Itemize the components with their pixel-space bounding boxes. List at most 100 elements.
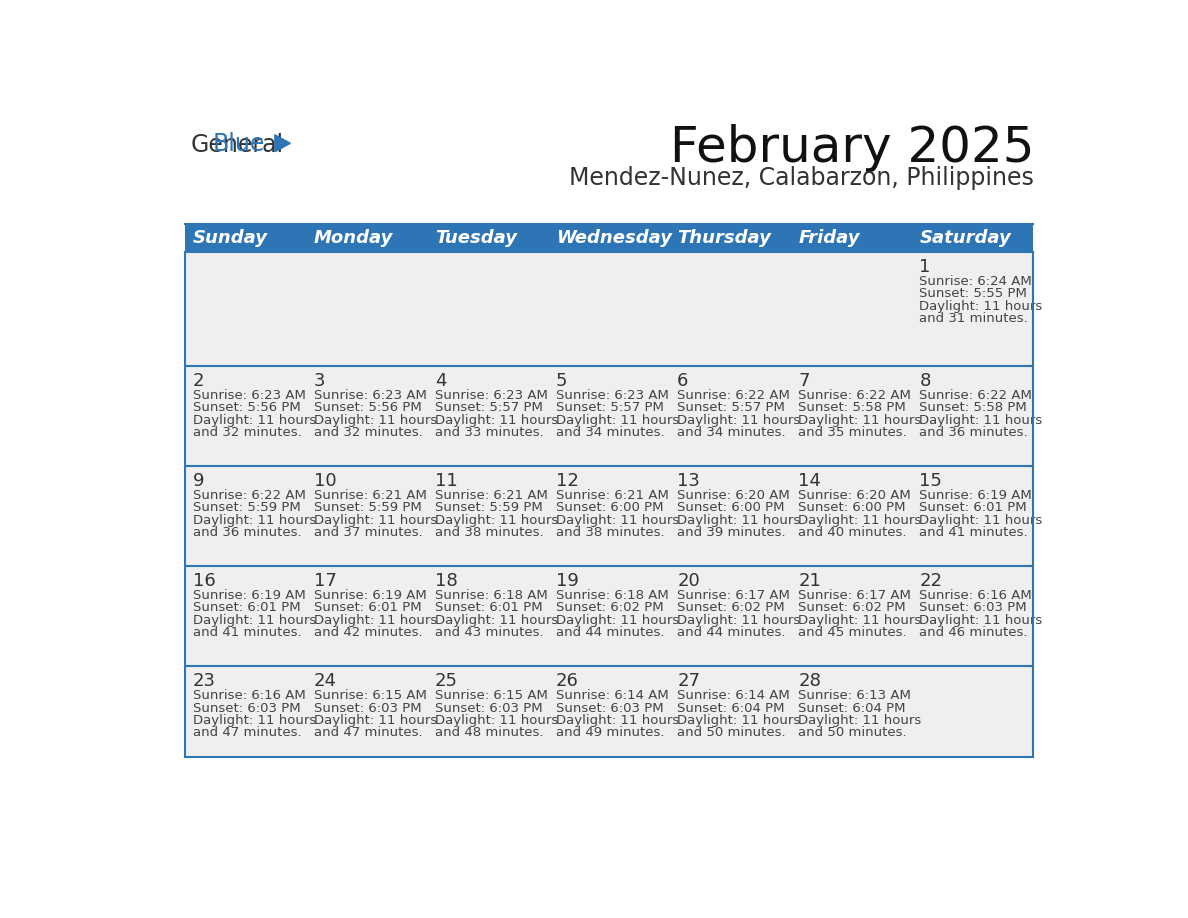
Text: Sunrise: 6:19 AM: Sunrise: 6:19 AM xyxy=(314,589,426,602)
Bar xyxy=(428,466,549,566)
Bar xyxy=(669,365,790,466)
Bar xyxy=(185,666,307,757)
Text: and 41 minutes.: and 41 minutes. xyxy=(192,626,302,639)
Text: 6: 6 xyxy=(677,372,689,390)
Text: Sunset: 6:03 PM: Sunset: 6:03 PM xyxy=(435,701,543,714)
Text: Daylight: 11 hours: Daylight: 11 hours xyxy=(798,413,922,427)
Text: Sunrise: 6:16 AM: Sunrise: 6:16 AM xyxy=(920,589,1032,602)
Bar xyxy=(790,466,911,566)
Text: and 32 minutes.: and 32 minutes. xyxy=(192,426,302,439)
Text: Sunset: 5:57 PM: Sunset: 5:57 PM xyxy=(435,401,543,414)
Bar xyxy=(669,666,790,757)
Text: and 35 minutes.: and 35 minutes. xyxy=(798,426,906,439)
Text: Sunrise: 6:15 AM: Sunrise: 6:15 AM xyxy=(435,689,548,702)
Text: Daylight: 11 hours: Daylight: 11 hours xyxy=(435,413,558,427)
Bar xyxy=(307,466,428,566)
Text: Daylight: 11 hours: Daylight: 11 hours xyxy=(556,514,680,527)
Text: Sunset: 5:59 PM: Sunset: 5:59 PM xyxy=(314,501,422,514)
Bar xyxy=(669,566,790,666)
Text: Sunset: 6:02 PM: Sunset: 6:02 PM xyxy=(798,601,906,614)
Text: Sunset: 6:03 PM: Sunset: 6:03 PM xyxy=(556,701,664,714)
Text: 17: 17 xyxy=(314,572,336,590)
Text: 10: 10 xyxy=(314,472,336,490)
Text: Daylight: 11 hours: Daylight: 11 hours xyxy=(798,714,922,727)
Text: and 43 minutes.: and 43 minutes. xyxy=(435,626,544,639)
Text: and 37 minutes.: and 37 minutes. xyxy=(314,526,423,539)
Text: and 32 minutes.: and 32 minutes. xyxy=(314,426,423,439)
Text: and 40 minutes.: and 40 minutes. xyxy=(798,526,906,539)
Text: February 2025: February 2025 xyxy=(670,124,1035,172)
Text: Daylight: 11 hours: Daylight: 11 hours xyxy=(435,514,558,527)
Bar xyxy=(428,252,549,365)
Text: Daylight: 11 hours: Daylight: 11 hours xyxy=(920,413,1043,427)
Text: Sunrise: 6:18 AM: Sunrise: 6:18 AM xyxy=(435,589,548,602)
Bar xyxy=(790,365,911,466)
Text: and 38 minutes.: and 38 minutes. xyxy=(556,526,664,539)
Text: Daylight: 11 hours: Daylight: 11 hours xyxy=(314,714,437,727)
Text: Daylight: 11 hours: Daylight: 11 hours xyxy=(314,614,437,627)
Bar xyxy=(669,252,790,365)
Text: 28: 28 xyxy=(798,672,821,690)
Text: Sunset: 5:59 PM: Sunset: 5:59 PM xyxy=(192,501,301,514)
Text: Wednesday: Wednesday xyxy=(556,229,672,247)
Text: Sunrise: 6:21 AM: Sunrise: 6:21 AM xyxy=(556,489,669,502)
Text: 11: 11 xyxy=(435,472,457,490)
Text: Sunset: 6:03 PM: Sunset: 6:03 PM xyxy=(192,701,301,714)
Text: 19: 19 xyxy=(556,572,579,590)
Text: Daylight: 11 hours: Daylight: 11 hours xyxy=(677,614,801,627)
Text: 14: 14 xyxy=(798,472,821,490)
Text: 22: 22 xyxy=(920,572,942,590)
Text: Daylight: 11 hours: Daylight: 11 hours xyxy=(192,714,316,727)
Text: and 31 minutes.: and 31 minutes. xyxy=(920,312,1028,325)
Bar xyxy=(911,566,1032,666)
Text: Daylight: 11 hours: Daylight: 11 hours xyxy=(314,514,437,527)
Text: Sunset: 5:59 PM: Sunset: 5:59 PM xyxy=(435,501,543,514)
Text: and 49 minutes.: and 49 minutes. xyxy=(556,726,664,739)
Bar xyxy=(549,466,669,566)
Text: Sunset: 6:01 PM: Sunset: 6:01 PM xyxy=(920,501,1028,514)
Text: Sunset: 5:58 PM: Sunset: 5:58 PM xyxy=(920,401,1028,414)
Text: Sunset: 6:01 PM: Sunset: 6:01 PM xyxy=(435,601,543,614)
Text: 13: 13 xyxy=(677,472,700,490)
Bar xyxy=(911,252,1032,365)
Text: Sunset: 6:00 PM: Sunset: 6:00 PM xyxy=(677,501,784,514)
Text: Monday: Monday xyxy=(314,229,393,247)
Text: Daylight: 11 hours: Daylight: 11 hours xyxy=(920,514,1043,527)
Text: Sunrise: 6:22 AM: Sunrise: 6:22 AM xyxy=(192,489,305,502)
Text: Sunrise: 6:15 AM: Sunrise: 6:15 AM xyxy=(314,689,426,702)
Text: Daylight: 11 hours: Daylight: 11 hours xyxy=(920,614,1043,627)
Text: Sunset: 6:02 PM: Sunset: 6:02 PM xyxy=(556,601,664,614)
Bar xyxy=(911,466,1032,566)
Text: and 48 minutes.: and 48 minutes. xyxy=(435,726,543,739)
Bar xyxy=(911,666,1032,757)
Bar xyxy=(549,666,669,757)
Text: Sunrise: 6:23 AM: Sunrise: 6:23 AM xyxy=(192,389,305,402)
Polygon shape xyxy=(274,135,290,151)
Text: Sunrise: 6:17 AM: Sunrise: 6:17 AM xyxy=(677,589,790,602)
Text: 18: 18 xyxy=(435,572,457,590)
Text: Daylight: 11 hours: Daylight: 11 hours xyxy=(556,413,680,427)
Text: Daylight: 11 hours: Daylight: 11 hours xyxy=(556,614,680,627)
Text: Thursday: Thursday xyxy=(677,229,771,247)
Text: Daylight: 11 hours: Daylight: 11 hours xyxy=(192,614,316,627)
Text: Mendez-Nunez, Calabarzon, Philippines: Mendez-Nunez, Calabarzon, Philippines xyxy=(569,165,1035,190)
Text: 12: 12 xyxy=(556,472,579,490)
Text: Sunset: 5:58 PM: Sunset: 5:58 PM xyxy=(798,401,906,414)
Text: 16: 16 xyxy=(192,572,215,590)
Bar xyxy=(790,566,911,666)
Text: and 41 minutes.: and 41 minutes. xyxy=(920,526,1028,539)
Bar xyxy=(549,252,669,365)
Text: Sunrise: 6:20 AM: Sunrise: 6:20 AM xyxy=(798,489,911,502)
Text: 27: 27 xyxy=(677,672,700,690)
Text: Sunset: 6:00 PM: Sunset: 6:00 PM xyxy=(556,501,664,514)
Text: Sunset: 5:56 PM: Sunset: 5:56 PM xyxy=(192,401,301,414)
Text: Sunset: 5:57 PM: Sunset: 5:57 PM xyxy=(556,401,664,414)
Text: Sunset: 6:02 PM: Sunset: 6:02 PM xyxy=(677,601,785,614)
Text: and 44 minutes.: and 44 minutes. xyxy=(677,626,785,639)
Bar xyxy=(307,666,428,757)
Text: and 47 minutes.: and 47 minutes. xyxy=(314,726,423,739)
Text: 3: 3 xyxy=(314,372,326,390)
Text: 24: 24 xyxy=(314,672,336,690)
Text: and 34 minutes.: and 34 minutes. xyxy=(556,426,664,439)
Text: Sunset: 6:00 PM: Sunset: 6:00 PM xyxy=(798,501,905,514)
